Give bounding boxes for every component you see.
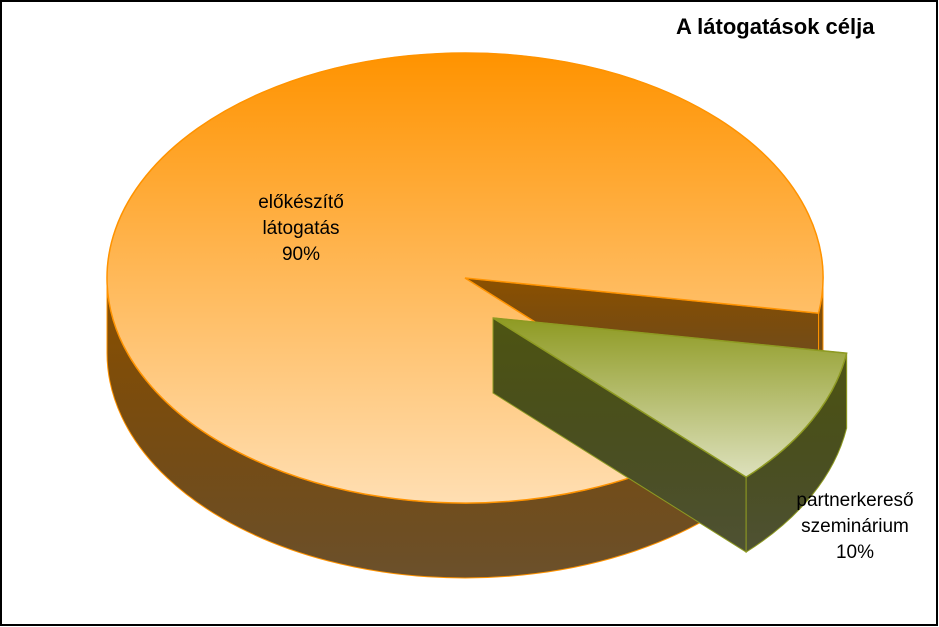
data-label: előkészítő látogatás 90%	[226, 190, 376, 268]
data-label: partnerkereső szeminárium 10%	[780, 488, 930, 566]
value-label: 10%	[835, 542, 875, 563]
value-label: 90%	[281, 244, 321, 265]
category-label: partnerkereső szeminárium	[796, 490, 914, 537]
pie-slice-highlight	[492, 317, 848, 478]
category-label: előkészítő látogatás	[258, 192, 344, 239]
pie	[106, 52, 848, 579]
chart-title: A látogatások célja	[676, 14, 875, 39]
